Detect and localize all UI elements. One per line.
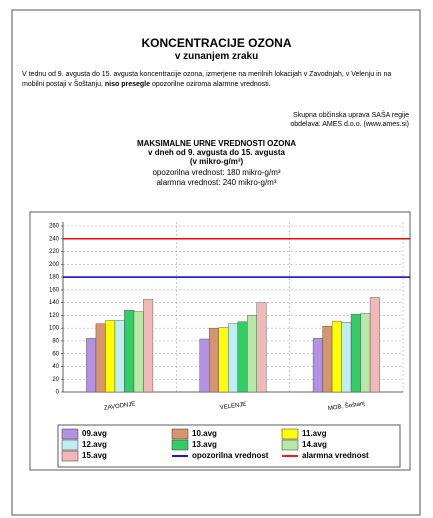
doc-subtitle: v zunanjem zraku bbox=[174, 51, 259, 62]
legend-swatch bbox=[61, 450, 79, 462]
y-tick-label: 100 bbox=[49, 326, 60, 332]
legend-label: 15.avg bbox=[82, 451, 107, 460]
chart-subtitle: alarmna vrednost: 240 mikro-g/m³ bbox=[156, 178, 277, 187]
bar bbox=[341, 322, 352, 393]
x-tick-label: ZAVODNJE bbox=[104, 401, 136, 411]
y-tick-label: 60 bbox=[52, 351, 59, 357]
y-tick-label: 140 bbox=[49, 300, 60, 306]
y-tick-label: 80 bbox=[52, 339, 59, 345]
y-tick-label: 200 bbox=[49, 262, 60, 268]
legend-frame bbox=[57, 424, 401, 468]
legend-swatch bbox=[281, 439, 299, 451]
signature: Skupna občinska uprava SAŠA regije bbox=[293, 112, 409, 119]
signature: obdelava: AMES d.o.o. (www.ames.si) bbox=[290, 121, 409, 128]
legend-label: 14.avg bbox=[302, 440, 327, 449]
chart-title: (v mikro-g/m³) bbox=[189, 157, 244, 166]
y-tick-label: 40 bbox=[52, 364, 59, 370]
legend-label: opozorilna vrednost bbox=[192, 451, 269, 460]
bar bbox=[312, 338, 323, 393]
chart-title: v dneh od 9. avgusta do 15. avgusta bbox=[148, 148, 285, 157]
bar bbox=[228, 323, 238, 393]
bar bbox=[369, 297, 380, 393]
legend-swatch bbox=[281, 428, 299, 440]
bar bbox=[237, 321, 248, 393]
y-tick-label: 20 bbox=[52, 377, 59, 383]
intro-text: opozorilne oziroma alarmne vrednosti. bbox=[150, 81, 271, 88]
y-tick-label: 120 bbox=[49, 313, 60, 319]
legend-label: 09.avg bbox=[82, 429, 107, 438]
bar bbox=[143, 299, 154, 393]
intro: V tednu od 9. avgusta do 15. avgusta kon… bbox=[22, 70, 414, 90]
x-tick-label: VELENJE bbox=[219, 402, 246, 412]
bar bbox=[256, 302, 267, 393]
bar bbox=[95, 323, 106, 393]
y-tick-label: 0 bbox=[56, 390, 60, 396]
doc-title: KONCENTRACIJE OZONA bbox=[141, 36, 292, 50]
bar bbox=[331, 320, 342, 393]
bar bbox=[124, 310, 135, 393]
intro-bold: niso presegle bbox=[104, 81, 151, 88]
bar bbox=[350, 313, 361, 393]
legend-label: 13.avg bbox=[192, 440, 217, 449]
chart-subtitle: opozorilna vrednost: 180 mikro-g/m³ bbox=[152, 168, 281, 177]
bar bbox=[105, 320, 116, 393]
intro-text: V tednu od 9. avgusta do 15. avgusta kon… bbox=[22, 71, 392, 88]
legend-swatch bbox=[61, 439, 79, 451]
page-border bbox=[11, 9, 421, 516]
bar bbox=[199, 338, 210, 393]
legend-label: 11.avg bbox=[302, 429, 327, 438]
legend-swatch bbox=[171, 428, 189, 440]
y-tick-label: 160 bbox=[49, 287, 60, 293]
legend-swatch bbox=[61, 428, 79, 440]
bar bbox=[86, 338, 97, 393]
y-tick-label: 220 bbox=[49, 249, 60, 255]
bar bbox=[209, 327, 219, 393]
chart-title: MAKSIMALNE URNE VREDNOSTI OZONA bbox=[136, 139, 297, 148]
y-tick-label: 260 bbox=[49, 224, 60, 230]
bar bbox=[322, 326, 333, 393]
legend-label: 10.avg bbox=[192, 429, 217, 438]
legend-swatch bbox=[171, 439, 189, 451]
bar bbox=[133, 311, 144, 393]
bar bbox=[114, 320, 125, 393]
bar bbox=[247, 315, 257, 393]
bar bbox=[218, 327, 229, 393]
legend-label: alarmna vrednost bbox=[302, 451, 369, 460]
legend-label: 12.avg bbox=[82, 440, 107, 449]
y-tick-label: 240 bbox=[49, 236, 60, 242]
y-tick-label: 180 bbox=[49, 275, 60, 281]
bar bbox=[360, 313, 371, 393]
